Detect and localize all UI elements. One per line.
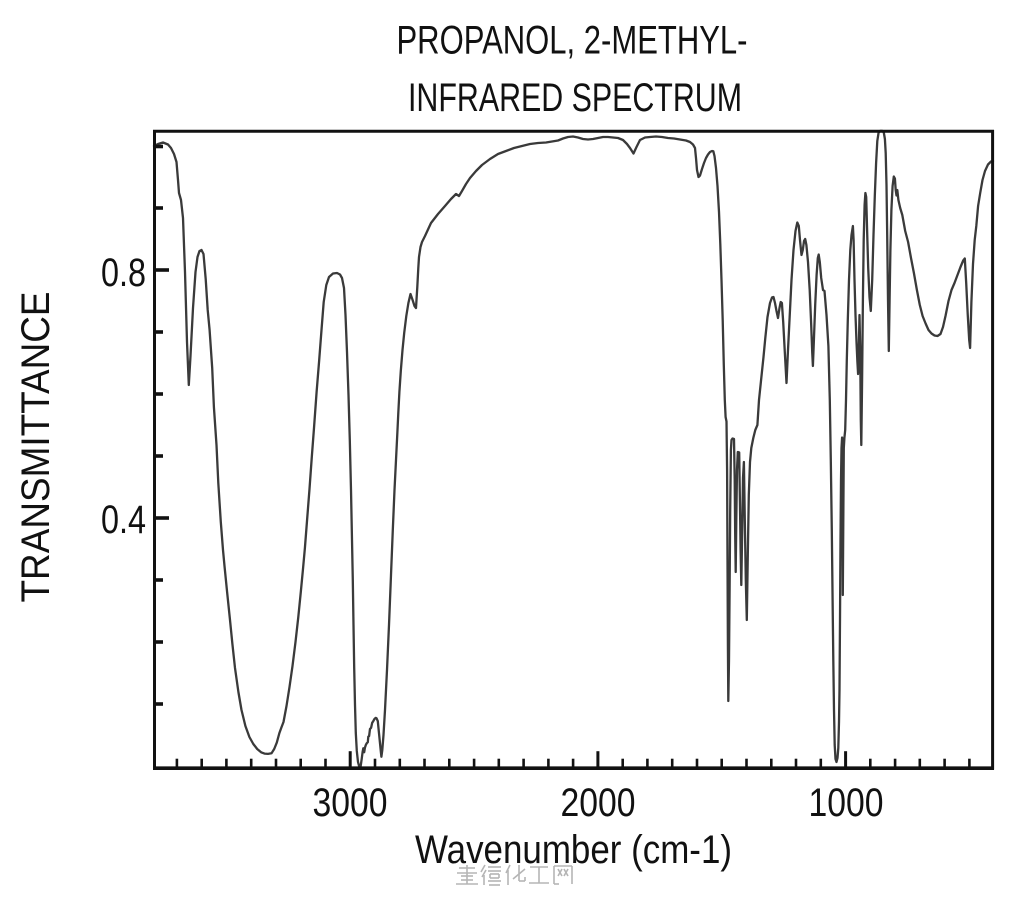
svg-text:1000: 1000 (809, 781, 884, 825)
svg-text:0.8: 0.8 (101, 251, 146, 295)
svg-text:Wavenumber (cm-1): Wavenumber (cm-1) (415, 828, 732, 872)
svg-text:2000: 2000 (561, 781, 636, 825)
svg-text:3000: 3000 (313, 781, 388, 825)
svg-text:PROPANOL, 2-METHYL-: PROPANOL, 2-METHYL- (397, 19, 748, 63)
svg-text:INFRARED SPECTRUM: INFRARED SPECTRUM (408, 76, 742, 120)
svg-text:0.4: 0.4 (101, 498, 146, 542)
svg-text:TRANSMITTANCE: TRANSMITTANCE (14, 292, 58, 603)
